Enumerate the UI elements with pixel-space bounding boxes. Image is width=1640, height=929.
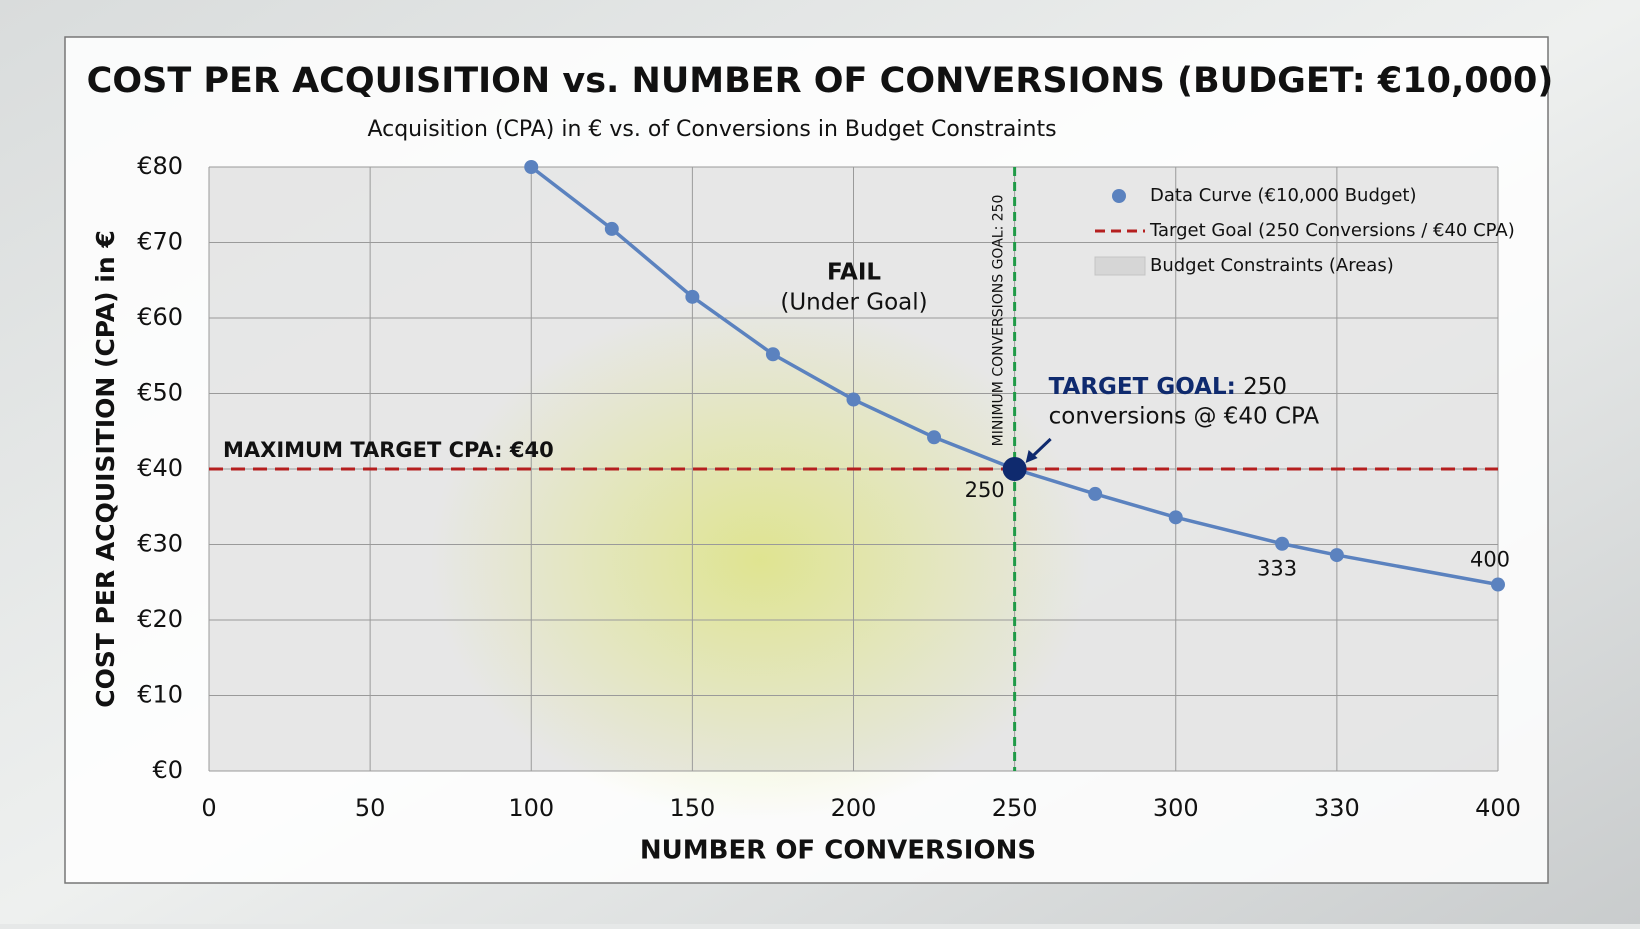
x-axis-title: NUMBER OF CONVERSIONS bbox=[640, 836, 1036, 866]
data-point bbox=[524, 160, 539, 174]
x-tick-label: 300 bbox=[1153, 794, 1199, 822]
y-tick-label: €30 bbox=[137, 530, 183, 558]
target-label-bold: TARGET GOAL: bbox=[1049, 374, 1236, 400]
x-tick-label: 400 bbox=[1475, 794, 1521, 822]
chart-title: COST PER ACQUISITION vs. NUMBER OF CONVE… bbox=[87, 61, 1554, 101]
legend-label: Target Goal (250 Conversions / €40 CPA) bbox=[1149, 220, 1515, 241]
target-label-space bbox=[1236, 374, 1243, 400]
data-point bbox=[1088, 486, 1103, 501]
data-point bbox=[927, 430, 942, 445]
x-tick-label: 200 bbox=[831, 794, 877, 822]
data-point bbox=[1275, 536, 1290, 551]
x-tick-label: 250 bbox=[992, 794, 1038, 822]
y-tick-label: €70 bbox=[137, 228, 183, 256]
target-label-value: 250 bbox=[1243, 374, 1287, 400]
data-point bbox=[604, 221, 619, 236]
target-label-line2: conversions @ €40 CPA bbox=[1049, 404, 1320, 430]
x-tick-label: 0 bbox=[201, 794, 216, 822]
data-point bbox=[1168, 510, 1183, 525]
background-figure bbox=[430, 300, 1090, 820]
legend-label: Data Curve (€10,000 Budget) bbox=[1150, 185, 1416, 206]
x-tick-label: 100 bbox=[508, 794, 554, 822]
annotation-title: FAIL bbox=[827, 260, 881, 286]
y-tick-label: €10 bbox=[137, 681, 183, 709]
y-tick-label: €80 bbox=[137, 152, 183, 180]
reference-label: MAXIMUM TARGET CPA: €40 bbox=[223, 438, 554, 462]
y-tick-label: €60 bbox=[137, 303, 183, 331]
legend-marker bbox=[1112, 189, 1126, 203]
y-axis-title: COST PER ACQUISITION (CPA) in € bbox=[91, 230, 120, 708]
point-label: 250 bbox=[965, 478, 1005, 502]
chart-subtitle: Acquisition (CPA) in € vs. of Conversion… bbox=[367, 117, 1056, 142]
point-label: 400 bbox=[1470, 548, 1510, 572]
data-line bbox=[530, 165, 1499, 587]
target-label: TARGET GOAL: 250 bbox=[1049, 374, 1287, 400]
reference-label: MINIMUM CONVERSIONS GOAL: 250 bbox=[991, 195, 1007, 447]
target-point bbox=[1002, 457, 1027, 481]
annotation-subtitle: (Under Goal) bbox=[780, 290, 927, 316]
data-point bbox=[1329, 548, 1344, 563]
legend-marker bbox=[1094, 256, 1146, 276]
data-point bbox=[1491, 577, 1505, 592]
x-tick-label: 50 bbox=[355, 794, 386, 822]
point-label: 333 bbox=[1257, 557, 1297, 581]
target-arrow-head bbox=[1025, 450, 1038, 463]
y-tick-label: €20 bbox=[137, 605, 183, 633]
legend-label: Budget Constraints (Areas) bbox=[1150, 255, 1394, 276]
y-tick-label: €40 bbox=[137, 454, 183, 482]
data-point bbox=[685, 289, 700, 304]
y-tick-label: €50 bbox=[137, 379, 183, 407]
data-point bbox=[846, 392, 861, 407]
data-point bbox=[765, 347, 780, 362]
y-tick-label: €0 bbox=[152, 756, 183, 784]
x-tick-label: 150 bbox=[669, 794, 715, 822]
x-tick-label: 330 bbox=[1314, 794, 1360, 822]
